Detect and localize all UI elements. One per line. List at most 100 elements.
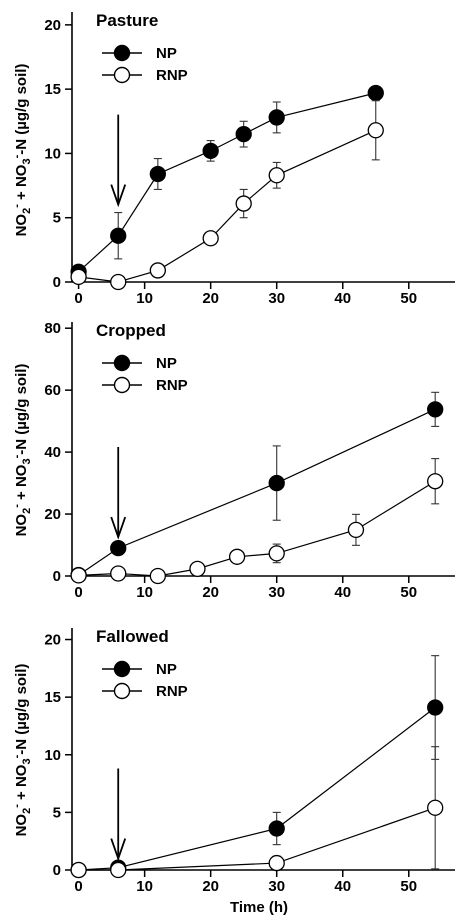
y-axis-label-part: -N (µg/g soil) xyxy=(13,64,30,155)
y-tick-label: 80 xyxy=(44,320,61,337)
arrow-head xyxy=(110,184,127,208)
x-tick-label: 10 xyxy=(136,878,153,895)
data-point xyxy=(268,167,285,184)
y-axis-label-part: - xyxy=(11,154,23,158)
y-tick-label: 10 xyxy=(44,747,61,764)
data-point xyxy=(228,548,246,565)
y-tick-label: 15 xyxy=(44,689,61,706)
panel-title: Fallowed xyxy=(96,627,169,646)
data-point xyxy=(149,165,166,183)
y-tick-label: 20 xyxy=(44,632,61,649)
y-axis-label-part: 3 xyxy=(21,758,33,764)
series-line xyxy=(78,707,436,871)
y-axis-label: NO2- + NO3--N (µg/g soil) xyxy=(11,364,33,537)
legend-label: RNP xyxy=(156,67,188,84)
x-tick-label: 50 xyxy=(400,290,417,307)
x-tick-label: 20 xyxy=(202,290,219,307)
y-axis-label-part: - xyxy=(11,504,23,508)
x-tick-label: 50 xyxy=(400,878,417,895)
data-point xyxy=(427,401,444,418)
legend-marker-rnp xyxy=(113,376,131,394)
x-tick-label: 20 xyxy=(202,584,219,601)
legend-label: RNP xyxy=(156,683,188,700)
y-tick-label: 20 xyxy=(44,506,61,523)
arrow-head xyxy=(110,838,127,862)
legend-marker-rnp xyxy=(113,682,131,700)
data-point xyxy=(110,227,127,244)
legend-label: NP xyxy=(156,661,177,678)
data-point xyxy=(268,545,285,562)
data-point xyxy=(427,699,444,716)
y-axis-label-part: 3 xyxy=(21,158,33,164)
series-np xyxy=(70,84,384,280)
data-point xyxy=(110,565,127,582)
data-point xyxy=(202,142,219,160)
x-tick-label: 40 xyxy=(334,878,351,895)
y-tick-label: 10 xyxy=(44,145,61,162)
y-axis-label-part: - xyxy=(11,454,23,458)
data-point xyxy=(427,799,444,816)
arrow-head xyxy=(110,516,127,540)
data-point xyxy=(70,861,87,879)
legend-marker-rnp xyxy=(113,66,131,84)
y-axis-label-part: - xyxy=(11,754,23,758)
y-axis-label-part: NO xyxy=(13,214,30,237)
x-tick-label: 30 xyxy=(268,290,285,307)
legend-marker-np xyxy=(113,660,131,678)
data-point xyxy=(367,84,384,102)
y-axis-label-part: 2 xyxy=(21,208,33,214)
panel-title: Pasture xyxy=(96,11,158,30)
y-axis-label-part: -N (µg/g soil) xyxy=(13,664,30,755)
legend-marker-np xyxy=(113,354,131,372)
panel-title: Cropped xyxy=(96,321,166,340)
x-tick-label: 0 xyxy=(74,878,82,895)
series-line xyxy=(78,129,377,283)
y-tick-label: 40 xyxy=(44,444,61,461)
x-tick-label: 0 xyxy=(74,290,82,307)
data-point xyxy=(427,473,444,490)
y-axis-label: NO2- + NO3--N (µg/g soil) xyxy=(11,664,33,837)
series-line xyxy=(78,92,376,273)
data-point xyxy=(110,539,127,557)
data-point xyxy=(268,109,285,126)
data-point xyxy=(70,268,87,286)
y-tick-label: 0 xyxy=(53,274,61,291)
data-point xyxy=(110,861,127,879)
series-rnp xyxy=(70,100,384,291)
y-tick-label: 20 xyxy=(44,17,61,34)
series-line xyxy=(78,807,436,871)
x-tick-label: 0 xyxy=(74,584,82,601)
data-point xyxy=(367,122,384,139)
series-np xyxy=(70,391,444,584)
y-axis-label-part: + NO xyxy=(13,164,30,204)
x-axis-title: Time (h) xyxy=(230,899,288,916)
y-axis-label: NO2- + NO3--N (µg/g soil) xyxy=(11,64,33,237)
x-tick-label: 40 xyxy=(334,290,351,307)
data-point xyxy=(189,560,206,578)
y-axis-label-part: 2 xyxy=(21,508,33,514)
data-point xyxy=(347,521,365,538)
data-point xyxy=(235,195,252,212)
y-axis-label-part: NO xyxy=(13,514,30,537)
data-point xyxy=(268,474,285,492)
y-axis-label-part: + NO xyxy=(13,764,30,804)
y-axis-label-part: -N (µg/g soil) xyxy=(13,364,30,455)
data-point xyxy=(268,820,285,837)
y-axis-label-part: - xyxy=(11,204,23,208)
data-point xyxy=(268,854,285,872)
x-tick-label: 40 xyxy=(334,584,351,601)
legend-label: RNP xyxy=(156,377,188,394)
data-point xyxy=(110,273,127,291)
y-tick-label: 5 xyxy=(53,804,61,821)
x-tick-label: 50 xyxy=(400,584,417,601)
legend-marker-np xyxy=(113,44,131,62)
x-tick-label: 30 xyxy=(268,584,285,601)
legend-label: NP xyxy=(156,355,177,372)
x-tick-label: 30 xyxy=(268,878,285,895)
y-axis-label-part: 3 xyxy=(21,458,33,464)
data-point xyxy=(235,125,252,143)
